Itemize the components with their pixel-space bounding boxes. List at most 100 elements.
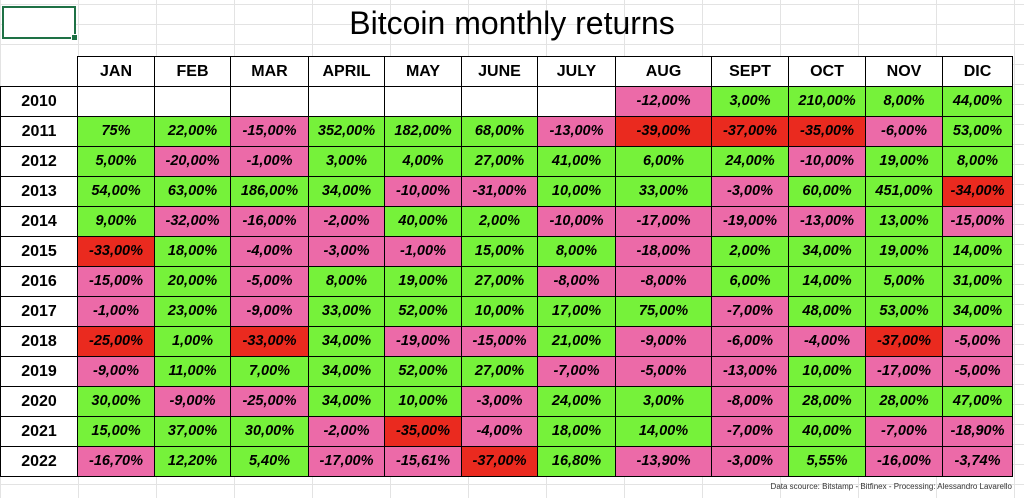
return-cell-2020-jan: 30,00% <box>77 386 155 417</box>
return-cell-2014-mar: -16,00% <box>230 206 309 237</box>
return-cell-2022-nov: -16,00% <box>865 446 943 477</box>
year-label: 2016 <box>0 266 78 297</box>
year-label: 2013 <box>0 176 78 207</box>
return-cell-2011-dic: 53,00% <box>942 116 1013 147</box>
return-cell-2011-sept: -37,00% <box>711 116 789 147</box>
return-cell-2010-july <box>537 86 616 117</box>
return-cell-2018-sept: -6,00% <box>711 326 789 357</box>
month-header-may: MAY <box>384 56 462 87</box>
return-cell-2015-jan: -33,00% <box>77 236 155 267</box>
month-header-row: JAN FEB MAR APRIL MAY JUNE JULY AUG SEPT OCT NOV DI… <box>0 56 1013 87</box>
return-cell-2019-may: 52,00% <box>384 356 462 387</box>
year-row-2020: 2020 30,00% -9,00% -25,00% 34,00% 10,00% -3,00… <box>0 386 1013 417</box>
return-cell-2012-may: 4,00% <box>384 146 462 177</box>
return-cell-2012-sept: 24,00% <box>711 146 789 177</box>
return-cell-2013-feb: 63,00% <box>154 176 231 207</box>
return-cell-2011-july: -13,00% <box>537 116 616 147</box>
return-cell-2017-april: 33,00% <box>308 296 385 327</box>
return-cell-2012-feb: -20,00% <box>154 146 231 177</box>
return-cell-2019-mar: 7,00% <box>230 356 309 387</box>
return-cell-2016-aug: -8,00% <box>615 266 712 297</box>
return-cell-2020-july: 24,00% <box>537 386 616 417</box>
return-cell-2010-nov: 8,00% <box>865 86 943 117</box>
year-label: 2015 <box>0 236 78 267</box>
return-cell-2015-dic: 14,00% <box>942 236 1013 267</box>
return-cell-2020-mar: -25,00% <box>230 386 309 417</box>
return-cell-2021-nov: -7,00% <box>865 416 943 447</box>
return-cell-2018-oct: -4,00% <box>788 326 866 357</box>
return-cell-2011-may: 182,00% <box>384 116 462 147</box>
return-cell-2012-july: 41,00% <box>537 146 616 177</box>
return-cell-2020-oct: 28,00% <box>788 386 866 417</box>
return-cell-2021-aug: 14,00% <box>615 416 712 447</box>
return-cell-2018-may: -19,00% <box>384 326 462 357</box>
return-cell-2014-may: 40,00% <box>384 206 462 237</box>
month-header-feb: FEB <box>154 56 231 87</box>
return-cell-2017-may: 52,00% <box>384 296 462 327</box>
return-cell-2016-april: 8,00% <box>308 266 385 297</box>
return-cell-2018-aug: -9,00% <box>615 326 712 357</box>
return-cell-2014-nov: 13,00% <box>865 206 943 237</box>
return-cell-2011-june: 68,00% <box>461 116 538 147</box>
return-cell-2020-april: 34,00% <box>308 386 385 417</box>
return-cell-2015-april: -3,00% <box>308 236 385 267</box>
return-cell-2020-june: -3,00% <box>461 386 538 417</box>
month-header-sept: SEPT <box>711 56 789 87</box>
year-row-2021: 2021 15,00% 37,00% 30,00% -2,00% -35,00% -4,00… <box>0 416 1013 447</box>
year-label: 2019 <box>0 356 78 387</box>
return-cell-2017-july: 17,00% <box>537 296 616 327</box>
return-cell-2018-june: -15,00% <box>461 326 538 357</box>
return-cell-2020-dic: 47,00% <box>942 386 1013 417</box>
month-header-april: APRIL <box>308 56 385 87</box>
return-cell-2017-mar: -9,00% <box>230 296 309 327</box>
return-cell-2019-aug: -5,00% <box>615 356 712 387</box>
return-cell-2013-april: 34,00% <box>308 176 385 207</box>
returns-table: JAN FEB MAR APRIL MAY JUNE JULY AUG SEPT OCT NOV DI… <box>0 56 1013 477</box>
year-row-2019: 2019 -9,00% 11,00% 7,00% 34,00% 52,00% 27,00% -… <box>0 356 1013 387</box>
return-cell-2010-sept: 3,00% <box>711 86 789 117</box>
selected-cell[interactable] <box>2 6 78 41</box>
return-cell-2017-dic: 34,00% <box>942 296 1013 327</box>
return-cell-2010-jan <box>77 86 155 117</box>
year-row-2010: 2010 -12,00% 3,00% 210,00% 8,00% 44,00% <box>0 86 1013 117</box>
return-cell-2017-jan: -1,00% <box>77 296 155 327</box>
return-cell-2019-dic: -5,00% <box>942 356 1013 387</box>
month-header-dic: DIC <box>942 56 1013 87</box>
year-row-2018: 2018 -25,00% 1,00% -33,00% 34,00% -19,00% -15,… <box>0 326 1013 357</box>
month-header-june: JUNE <box>461 56 538 87</box>
return-cell-2010-may <box>384 86 462 117</box>
return-cell-2022-oct: 5,55% <box>788 446 866 477</box>
year-row-2022: 2022 -16,70% 12,20% 5,40% -17,00% -15,61% -37,… <box>0 446 1013 477</box>
data-source-note: Data scource: Bitstamp - Bitfinex - Proc… <box>770 482 1012 491</box>
return-cell-2010-mar <box>230 86 309 117</box>
return-cell-2021-jan: 15,00% <box>77 416 155 447</box>
return-cell-2011-oct: -35,00% <box>788 116 866 147</box>
return-cell-2018-feb: 1,00% <box>154 326 231 357</box>
return-cell-2021-july: 18,00% <box>537 416 616 447</box>
return-cell-2011-april: 352,00% <box>308 116 385 147</box>
return-cell-2011-feb: 22,00% <box>154 116 231 147</box>
return-cell-2015-feb: 18,00% <box>154 236 231 267</box>
return-cell-2012-mar: -1,00% <box>230 146 309 177</box>
return-cell-2014-aug: -17,00% <box>615 206 712 237</box>
return-cell-2018-july: 21,00% <box>537 326 616 357</box>
return-cell-2021-sept: -7,00% <box>711 416 789 447</box>
year-row-2014: 2014 9,00% -32,00% -16,00% -2,00% 40,00% 2,00%… <box>0 206 1013 237</box>
return-cell-2011-jan: 75% <box>77 116 155 147</box>
return-cell-2013-nov: 451,00% <box>865 176 943 207</box>
return-cell-2013-mar: 186,00% <box>230 176 309 207</box>
return-cell-2013-sept: -3,00% <box>711 176 789 207</box>
month-header-nov: NOV <box>865 56 943 87</box>
return-cell-2021-june: -4,00% <box>461 416 538 447</box>
return-cell-2012-oct: -10,00% <box>788 146 866 177</box>
return-cell-2012-jan: 5,00% <box>77 146 155 177</box>
year-label: 2022 <box>0 446 78 477</box>
return-cell-2019-july: -7,00% <box>537 356 616 387</box>
return-cell-2014-dic: -15,00% <box>942 206 1013 237</box>
return-cell-2014-feb: -32,00% <box>154 206 231 237</box>
year-label: 2014 <box>0 206 78 237</box>
return-cell-2021-mar: 30,00% <box>230 416 309 447</box>
return-cell-2016-may: 19,00% <box>384 266 462 297</box>
return-cell-2017-june: 10,00% <box>461 296 538 327</box>
return-cell-2018-nov: -37,00% <box>865 326 943 357</box>
